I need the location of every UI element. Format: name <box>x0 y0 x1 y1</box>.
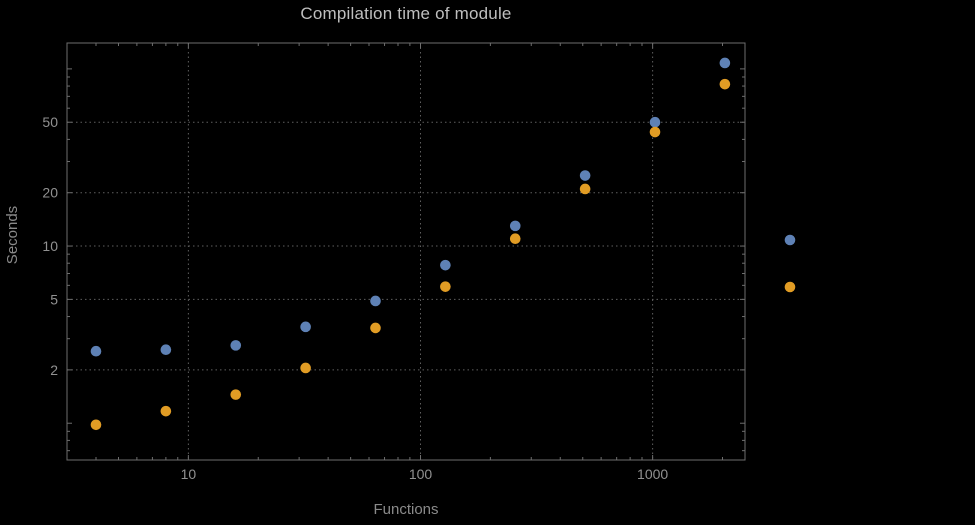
data-point-series-orange <box>370 322 381 334</box>
x-axis-label: Functions <box>373 501 439 518</box>
x-tick-label: 10 <box>181 466 197 482</box>
y-tick-label: 20 <box>42 185 58 201</box>
data-point-series-blue <box>370 295 381 307</box>
data-point-series-blue <box>90 345 102 357</box>
legend-marker-series-blue <box>784 234 796 246</box>
plot-frame <box>66 42 746 461</box>
data-point-series-orange <box>719 78 731 90</box>
data-point-series-blue <box>579 170 591 181</box>
data-point-series-blue <box>509 220 521 232</box>
data-point-series-orange <box>90 419 102 431</box>
data-point-series-orange <box>649 126 661 138</box>
data-point-series-orange <box>440 281 451 292</box>
legend-marker-series-orange <box>784 281 796 293</box>
data-point-series-orange <box>300 362 311 374</box>
data-point-series-blue <box>300 321 311 333</box>
y-axis-label: Seconds <box>4 205 21 265</box>
data-point-series-orange <box>579 183 591 195</box>
data-point-series-blue <box>230 340 242 351</box>
y-tick-label: 10 <box>42 238 58 254</box>
data-point-series-blue <box>160 344 172 356</box>
data-point-series-blue <box>440 259 451 271</box>
y-tick-label: 2 <box>50 362 58 378</box>
x-tick-label: 1000 <box>637 466 668 482</box>
chart-title: Compilation time of module <box>300 4 512 23</box>
data-point-series-blue <box>649 116 661 128</box>
data-point-series-orange <box>230 389 242 400</box>
y-tick-label: 50 <box>42 114 58 130</box>
data-point-series-orange <box>160 405 172 417</box>
y-tick-label: 5 <box>50 291 58 307</box>
x-tick-label: 100 <box>409 466 433 482</box>
data-point-series-orange <box>509 233 521 245</box>
data-point-series-blue <box>719 57 731 69</box>
